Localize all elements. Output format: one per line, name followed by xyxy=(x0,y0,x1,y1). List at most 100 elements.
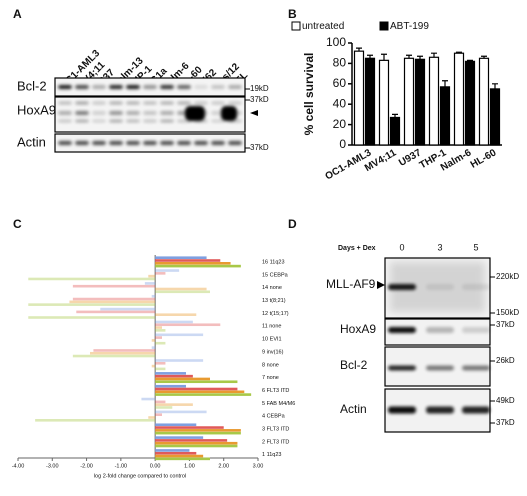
row-label: MLL-AF9 xyxy=(326,277,376,291)
bar xyxy=(155,423,197,427)
bar xyxy=(28,316,156,319)
condition-label: Days + Dex xyxy=(338,245,376,252)
error-bar xyxy=(356,47,362,52)
row-label: 8 none xyxy=(262,362,279,368)
blot-band xyxy=(228,141,242,145)
blot-band xyxy=(75,85,89,89)
bar xyxy=(155,359,204,362)
row-label: 9 inv(16) xyxy=(262,349,284,355)
bar xyxy=(155,426,224,429)
marker-label: 150kD xyxy=(496,308,519,317)
row-label: Bcl-2 xyxy=(17,78,47,93)
row-label: 4 CEBPa xyxy=(262,414,286,420)
bar xyxy=(100,307,156,311)
x-tick-label: 0.00 xyxy=(150,463,161,469)
bar xyxy=(489,88,501,146)
arrow xyxy=(377,281,385,289)
blot-band xyxy=(58,119,72,123)
blot-band xyxy=(462,284,490,290)
bar xyxy=(155,451,197,455)
blot-band xyxy=(211,119,225,123)
y-tick-label: 0 xyxy=(339,137,346,151)
legend-swatch xyxy=(291,21,301,31)
blot-band xyxy=(211,101,225,105)
bar xyxy=(72,297,156,301)
bar xyxy=(453,52,465,146)
blot-band xyxy=(194,85,208,89)
blot-band xyxy=(177,101,191,105)
blot-band xyxy=(462,406,490,414)
bar xyxy=(155,256,207,259)
bar xyxy=(155,393,252,396)
bar xyxy=(155,372,186,375)
row-label: Actin xyxy=(340,402,367,416)
row-label: 2 FLT3 ITD xyxy=(262,439,289,445)
blot-band xyxy=(75,119,89,123)
y-tick-label: 20 xyxy=(333,117,347,131)
bar xyxy=(155,384,186,388)
blot-band xyxy=(126,141,140,145)
blot-band xyxy=(462,365,490,371)
row-label: 10 EVI1 xyxy=(262,337,282,343)
bar xyxy=(414,58,426,146)
blot-band xyxy=(388,406,416,414)
blot-band xyxy=(426,406,454,414)
bar xyxy=(155,336,162,339)
blot-band xyxy=(143,111,157,115)
blot-band xyxy=(388,327,416,333)
bar xyxy=(155,429,241,432)
panel-letter: B xyxy=(288,7,297,21)
bar xyxy=(155,323,221,327)
blot-band xyxy=(75,101,89,105)
blot-band xyxy=(160,141,174,145)
blot-band xyxy=(126,119,140,123)
bar xyxy=(364,57,376,146)
blot-band xyxy=(75,141,89,145)
bar xyxy=(76,310,156,314)
error-bar xyxy=(467,59,473,62)
bar xyxy=(155,406,173,409)
bar xyxy=(148,274,156,278)
panel-letter: D xyxy=(288,217,297,231)
error-bar xyxy=(367,54,373,59)
bar xyxy=(155,454,204,458)
error-bar xyxy=(392,113,398,118)
blot-band xyxy=(228,101,242,105)
error-bar xyxy=(406,54,412,59)
bar xyxy=(155,444,238,448)
y-tick-label: 60 xyxy=(333,76,347,90)
bar xyxy=(439,86,451,146)
bar xyxy=(151,339,156,342)
y-tick-label: 40 xyxy=(333,96,347,110)
x-tick-label: 2.00 xyxy=(218,463,229,469)
bar xyxy=(155,341,166,345)
blot-band xyxy=(185,106,205,121)
blot-band xyxy=(426,327,454,333)
marker-label: 37kD xyxy=(250,143,269,152)
y-axis-label: % cell survival xyxy=(302,53,316,136)
lane-label: 3 xyxy=(437,242,442,252)
legend-label: untreated xyxy=(302,21,344,32)
marker-label: 37kD xyxy=(496,418,515,427)
x-tick-label: -2.00 xyxy=(80,463,93,469)
bar xyxy=(403,57,415,146)
bar xyxy=(464,60,476,146)
blot-band xyxy=(426,365,454,371)
bar xyxy=(155,333,204,337)
bar xyxy=(151,346,156,349)
bar xyxy=(155,380,238,384)
marker-label: 220kD xyxy=(496,272,519,281)
error-bar xyxy=(492,83,498,89)
bar xyxy=(155,264,241,268)
row-label: 5 FAB M4/M6 xyxy=(262,401,295,407)
bar xyxy=(155,431,241,435)
marker-label: 49kD xyxy=(496,396,515,405)
bar xyxy=(155,320,193,324)
bar xyxy=(155,390,245,394)
bar xyxy=(155,326,162,329)
bar xyxy=(155,449,190,452)
blot-band xyxy=(109,85,123,89)
bar xyxy=(28,303,156,306)
bar xyxy=(155,436,204,439)
